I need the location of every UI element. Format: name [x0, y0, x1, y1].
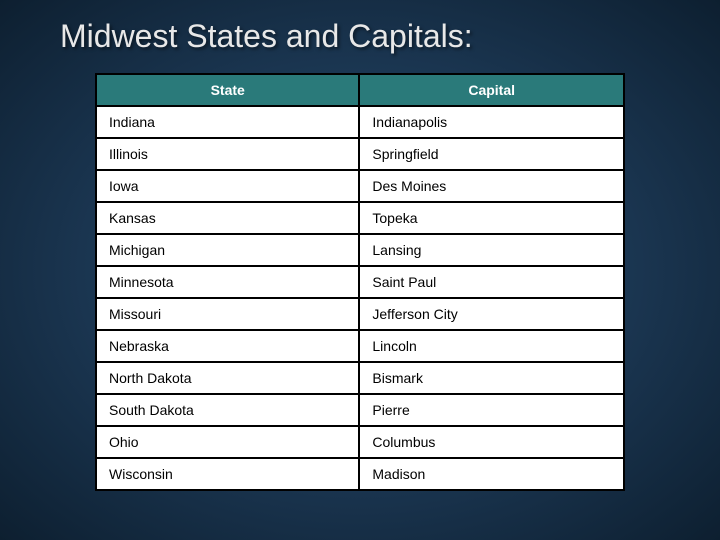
table-row: OhioColumbus [96, 426, 624, 458]
capital-cell: Jefferson City [359, 298, 624, 330]
state-cell: Michigan [96, 234, 359, 266]
capital-cell: Columbus [359, 426, 624, 458]
state-cell: Illinois [96, 138, 359, 170]
table-body: IndianaIndianapolis IllinoisSpringfield … [96, 106, 624, 490]
state-cell: Wisconsin [96, 458, 359, 490]
state-cell: Kansas [96, 202, 359, 234]
state-cell: North Dakota [96, 362, 359, 394]
capital-cell: Saint Paul [359, 266, 624, 298]
capital-cell: Indianapolis [359, 106, 624, 138]
column-header-capital: Capital [359, 74, 624, 106]
table-header: State Capital [96, 74, 624, 106]
table-row: IndianaIndianapolis [96, 106, 624, 138]
table-row: South DakotaPierre [96, 394, 624, 426]
state-cell: Missouri [96, 298, 359, 330]
capital-cell: Springfield [359, 138, 624, 170]
state-cell: Indiana [96, 106, 359, 138]
capital-cell: Topeka [359, 202, 624, 234]
state-cell: Minnesota [96, 266, 359, 298]
state-cell: Iowa [96, 170, 359, 202]
page-title: Midwest States and Capitals: [60, 18, 680, 55]
capital-cell: Bismark [359, 362, 624, 394]
table-row: North DakotaBismark [96, 362, 624, 394]
table-row: KansasTopeka [96, 202, 624, 234]
column-header-state: State [96, 74, 359, 106]
table-header-row: State Capital [96, 74, 624, 106]
capital-cell: Lansing [359, 234, 624, 266]
table-row: WisconsinMadison [96, 458, 624, 490]
state-cell: Nebraska [96, 330, 359, 362]
table-row: NebraskaLincoln [96, 330, 624, 362]
slide-container: Midwest States and Capitals: State Capit… [0, 0, 720, 540]
capital-cell: Madison [359, 458, 624, 490]
table-row: IowaDes Moines [96, 170, 624, 202]
capital-cell: Pierre [359, 394, 624, 426]
table-row: IllinoisSpringfield [96, 138, 624, 170]
capital-cell: Des Moines [359, 170, 624, 202]
state-cell: Ohio [96, 426, 359, 458]
table-row: MichiganLansing [96, 234, 624, 266]
table-wrapper: State Capital IndianaIndianapolis Illino… [95, 73, 625, 491]
table-row: MissouriJefferson City [96, 298, 624, 330]
capital-cell: Lincoln [359, 330, 624, 362]
states-capitals-table: State Capital IndianaIndianapolis Illino… [95, 73, 625, 491]
table-row: MinnesotaSaint Paul [96, 266, 624, 298]
state-cell: South Dakota [96, 394, 359, 426]
